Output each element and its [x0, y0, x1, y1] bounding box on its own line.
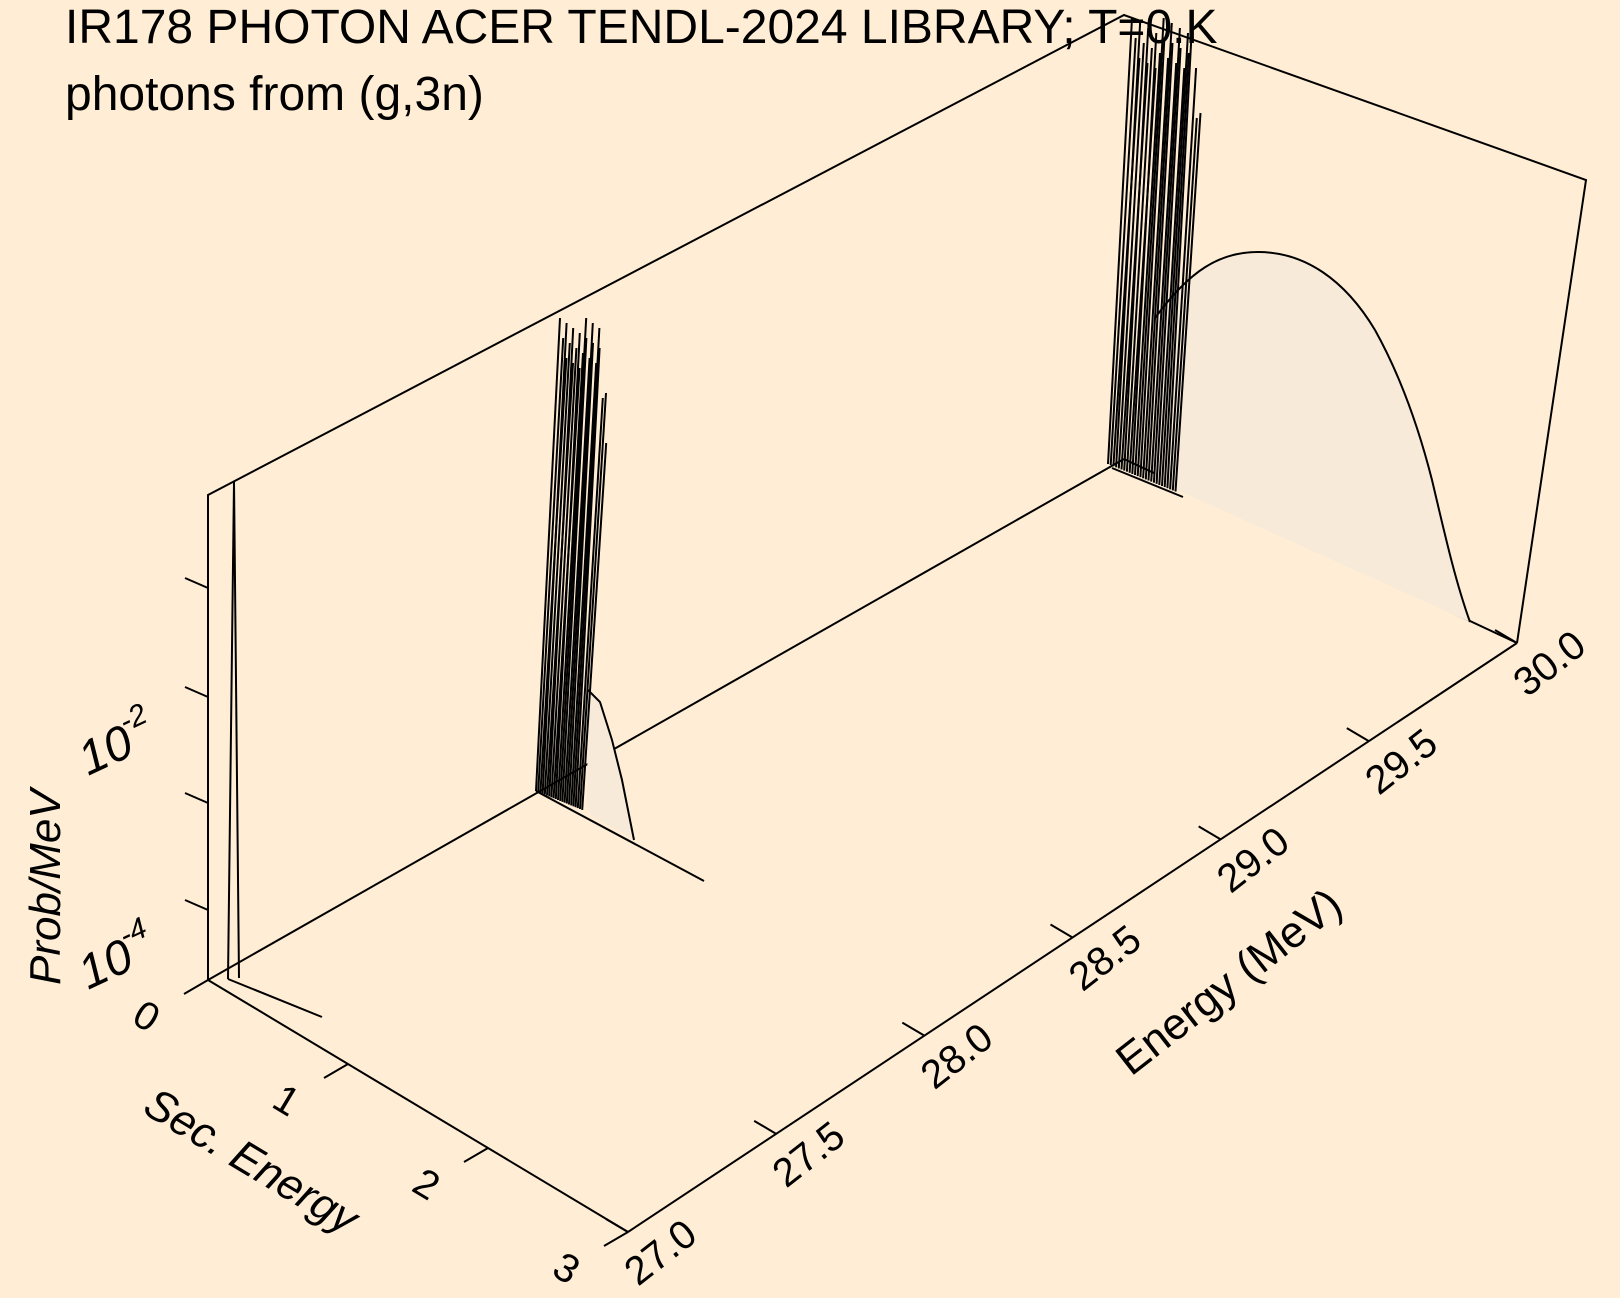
slice-27-0-peak — [227, 481, 240, 980]
box-frame — [207, 13, 1588, 1233]
chart-title: IR178 PHOTON ACER TENDL-2024 LIBRARY; T=… — [65, 1, 1218, 54]
sec-energy-axis-title: Sec. Energy — [136, 1079, 369, 1246]
slice-28-0-line — [559, 317, 588, 801]
chart-subtitle: photons from (g,3n) — [65, 68, 484, 121]
energy-tick — [901, 1021, 925, 1037]
axis-ticks — [183, 577, 1518, 1247]
slice-28-0-line — [550, 347, 578, 798]
energy-tick — [1494, 629, 1518, 644]
energy-tick — [605, 1218, 629, 1233]
prob-tick — [184, 577, 209, 589]
energy-axis-title: Energy (MeV) — [1107, 879, 1351, 1085]
slice-28-0-continuum-fill — [587, 690, 634, 840]
slice-30-0-line — [1107, 17, 1133, 465]
back-frame — [207, 13, 1588, 980]
slice-30-0-line — [1163, 52, 1190, 488]
slice-28-0-line — [543, 342, 571, 795]
slice-30-0-line — [1171, 117, 1198, 491]
slice-30-0-baseline — [1111, 467, 1184, 498]
slice-30-0-line — [1139, 37, 1166, 478]
slice-30-0-line — [1158, 67, 1186, 485]
energy-tick-label: 29.0 — [1209, 819, 1297, 902]
slice-30-0-line — [1125, 47, 1153, 472]
slice-28-0-continuum — [587, 689, 635, 841]
slice-30-0-line — [1174, 112, 1202, 492]
floor-back-edge — [207, 458, 1125, 981]
sec-energy-tick — [183, 979, 209, 995]
slice-30-0-line — [1152, 27, 1181, 483]
slice-30-0 — [1107, 17, 1471, 623]
prob-tick-label: 10-4 — [70, 911, 152, 1000]
slice-30-0-line — [1155, 47, 1182, 484]
slice-30-0-line — [1161, 32, 1189, 487]
slice-30-0-continuum-fill — [1155, 252, 1470, 622]
sec-energy-tick-label: 2 — [405, 1160, 447, 1209]
slice-28-0-line — [581, 442, 608, 810]
slice-30-0-discrete-lines — [1107, 17, 1202, 492]
slice-28-0-line — [561, 337, 588, 802]
energy-tick-label: 28.5 — [1061, 917, 1149, 1000]
slice-28-0-line — [554, 332, 581, 800]
energy-tick-label: 27.5 — [765, 1113, 853, 1196]
slice-30-0-line — [1115, 22, 1142, 468]
slice-30-0-line — [1117, 42, 1145, 469]
prob-tick — [184, 899, 209, 911]
slice-28-0-line — [563, 357, 591, 803]
slice-28-0-line — [572, 327, 601, 807]
slice-30-0-line — [1134, 52, 1161, 476]
slice-30-0-line — [1131, 32, 1158, 474]
sec-energy-tick-label: 3 — [545, 1244, 587, 1293]
energy-tick-label: 27.0 — [616, 1211, 704, 1294]
slice-30-0-line — [1144, 22, 1173, 480]
prob-tick — [184, 792, 209, 804]
sec-energy-tick — [603, 1231, 629, 1247]
slice-28-0-line — [548, 327, 575, 797]
sec-energy-tick-label: 0 — [125, 992, 167, 1041]
slice-27-0 — [227, 481, 323, 1018]
prob-axis-title: Prob/MeV — [21, 786, 70, 985]
energy-tick-label: 29.5 — [1357, 721, 1445, 804]
slice-30-0-line — [1169, 67, 1198, 490]
prob-tick — [184, 686, 209, 698]
prob-tick-label: 10-2 — [70, 697, 152, 786]
slice-28-0-line — [574, 347, 601, 808]
slice-30-0-line — [1123, 27, 1150, 471]
slice-30-0-line — [1142, 57, 1170, 479]
slice-30-0-line — [1166, 17, 1194, 489]
slice-28-0-line — [579, 392, 607, 810]
slice-28-0-line — [570, 362, 598, 806]
slice-30-0-line — [1150, 62, 1178, 482]
slice-28-0 — [535, 317, 705, 882]
slice-28-0-baseline — [535, 790, 705, 882]
slice-28-0-line — [565, 322, 594, 804]
slice-28-0-discrete-lines — [535, 317, 608, 810]
energy-tick — [1198, 825, 1222, 841]
slice-28-0-line — [535, 317, 561, 792]
energy-tick — [1346, 727, 1370, 743]
sec-energy-tick-label: 1 — [265, 1076, 307, 1125]
sec-energy-axis-line — [207, 979, 629, 1233]
energy-tick — [753, 1119, 777, 1135]
slice-28-0-line — [576, 397, 604, 809]
slice-28-0-line — [568, 342, 594, 805]
slice-30-0-line — [1147, 42, 1174, 481]
energy-tick-label: 28.0 — [913, 1015, 1001, 1098]
slice-30-0-continuum — [1154, 250, 1471, 623]
slice-28-0-line — [557, 352, 584, 801]
sec-energy-tick — [463, 1147, 489, 1163]
slice-28-0-line — [541, 322, 568, 794]
slice-30-0-line — [1136, 17, 1165, 477]
slice-27-0-baseline — [227, 978, 323, 1018]
slice-30-0-line — [1109, 37, 1137, 466]
slice-28-0-line — [537, 337, 565, 792]
energy-tick — [1049, 923, 1074, 939]
sec-energy-tick — [323, 1063, 349, 1079]
